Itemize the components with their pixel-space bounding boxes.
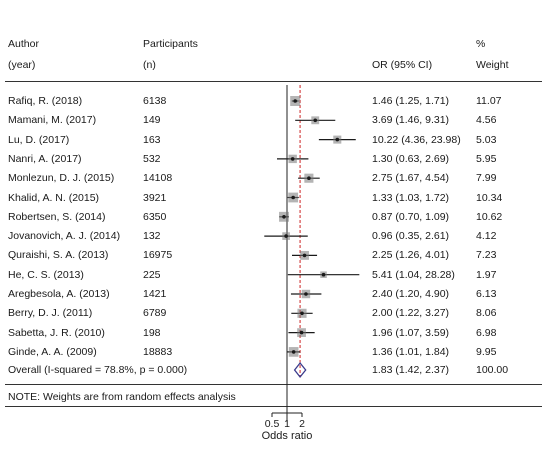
study-weight: 6.98	[476, 326, 497, 339]
study-participants: 532	[143, 152, 161, 165]
study-author: Mamani, M. (2017)	[8, 114, 97, 127]
study-weight: 5.95	[476, 152, 497, 165]
study-author: He, C. S. (2013)	[8, 268, 84, 281]
point-estimate	[282, 215, 286, 219]
study-participants: 18883	[143, 345, 173, 358]
point-estimate	[321, 272, 326, 277]
study-ci-text: 2.25 (1.26, 4.01)	[372, 249, 450, 262]
overall-label: Overall (I-squared = 78.8%, p = 0.000)	[8, 364, 188, 376]
point-estimate	[304, 292, 308, 296]
study-author: Lu, D. (2017)	[8, 133, 70, 146]
x-tick-label: 2	[299, 418, 305, 430]
point-estimate	[302, 253, 307, 258]
study-participants: 132	[143, 230, 161, 243]
point-estimate	[284, 234, 288, 238]
study-participants: 6138	[143, 95, 167, 107]
study-ci-text: 0.96 (0.35, 2.61)	[372, 230, 450, 243]
study-author: Monlezun, D. J. (2015)	[8, 172, 115, 185]
study-participants: 6350	[143, 210, 167, 223]
overall-diamond	[293, 361, 307, 379]
header-or-ci: OR (95% CI)	[372, 59, 433, 71]
study-author: Aregbesola, A. (2013)	[8, 288, 110, 300]
header-divider	[5, 81, 542, 82]
study-author: Robertsen, S. (2014)	[8, 210, 106, 223]
study-author: Ginde, A. A. (2009)	[8, 345, 97, 358]
point-estimate	[290, 157, 295, 161]
study-author: Khalid, A. N. (2015)	[8, 191, 100, 204]
point-estimate	[299, 330, 304, 335]
point-estimate	[291, 350, 296, 354]
study-weight: 4.12	[476, 230, 497, 243]
study-participants: 3921	[143, 191, 167, 204]
study-participants: 16975	[143, 249, 173, 262]
study-author: Berry, D. J. (2011)	[8, 307, 93, 320]
x-tick-label: 0.5	[265, 418, 280, 430]
header-percent: %	[476, 38, 486, 50]
header-participants: Participants	[143, 38, 198, 50]
study-weight: 5.03	[476, 133, 497, 146]
study-weight: 8.06	[476, 307, 497, 320]
study-author: Nanri, A. (2017)	[8, 152, 82, 165]
study-participants: 163	[143, 133, 161, 146]
header-n: (n)	[143, 59, 156, 71]
footnote: NOTE: Weights are from random effects an…	[8, 391, 236, 403]
study-ci-text: 2.75 (1.67, 4.54)	[372, 172, 450, 185]
study-ci-text: 1.36 (1.01, 1.84)	[372, 345, 450, 358]
study-participants: 1421	[143, 288, 167, 300]
point-estimate	[335, 137, 340, 142]
study-ci-text: 1.33 (1.03, 1.72)	[372, 191, 450, 204]
point-estimate	[291, 195, 295, 200]
study-weight: 6.13	[476, 288, 497, 300]
study-participants: 198	[143, 326, 161, 339]
study-weight: 10.62	[476, 210, 503, 223]
header-year: (year)	[8, 59, 36, 71]
study-weight: 11.07	[476, 95, 502, 107]
study-author: Rafiq, R. (2018)	[8, 95, 83, 107]
header-weight: Weight	[476, 59, 509, 71]
point-estimate	[300, 311, 304, 316]
study-weight: 1.97	[476, 268, 497, 281]
point-estimate	[313, 118, 318, 123]
study-ci-text: 1.30 (0.63, 2.69)	[372, 152, 450, 165]
study-ci-text: 1.46 (1.25, 1.71)	[372, 95, 450, 107]
study-participants: 14108	[143, 172, 173, 185]
study-participants: 149	[143, 114, 161, 127]
study-ci-text: 3.69 (1.46, 9.31)	[372, 114, 450, 127]
note-divider-bottom	[5, 406, 542, 407]
study-ci-text: 5.41 (1.04, 28.28)	[372, 268, 455, 281]
study-ci-text: 2.00 (1.22, 3.27)	[372, 307, 450, 320]
overall-ci-text: 1.83 (1.42, 2.37)	[372, 364, 450, 376]
study-weight: 7.23	[476, 249, 497, 262]
note-divider-top	[5, 384, 542, 385]
study-ci-text: 10.22 (4.36, 23.98)	[372, 133, 461, 146]
study-author: Sabetta, J. R. (2010)	[8, 326, 105, 339]
study-ci-text: 0.87 (0.70, 1.09)	[372, 210, 450, 223]
overall-weight: 100.00	[476, 364, 509, 376]
study-weight: 9.95	[476, 345, 497, 358]
study-author: Quraishi, S. A. (2013)	[8, 249, 109, 262]
x-axis-label: Odds ratio	[262, 430, 313, 442]
study-participants: 6789	[143, 307, 167, 320]
study-weight: 4.56	[476, 114, 497, 127]
study-ci-text: 1.96 (1.07, 3.59)	[372, 326, 450, 339]
study-weight: 7.99	[476, 172, 497, 185]
x-tick-label: 1	[284, 418, 290, 430]
point-estimate	[293, 99, 297, 103]
header-author: Author	[8, 38, 39, 50]
study-participants: 225	[143, 268, 161, 281]
study-author: Jovanovich, A. J. (2014)	[8, 230, 121, 243]
point-estimate	[307, 176, 311, 180]
study-ci-text: 2.40 (1.20, 4.90)	[372, 288, 450, 300]
study-weight: 10.34	[476, 191, 503, 204]
